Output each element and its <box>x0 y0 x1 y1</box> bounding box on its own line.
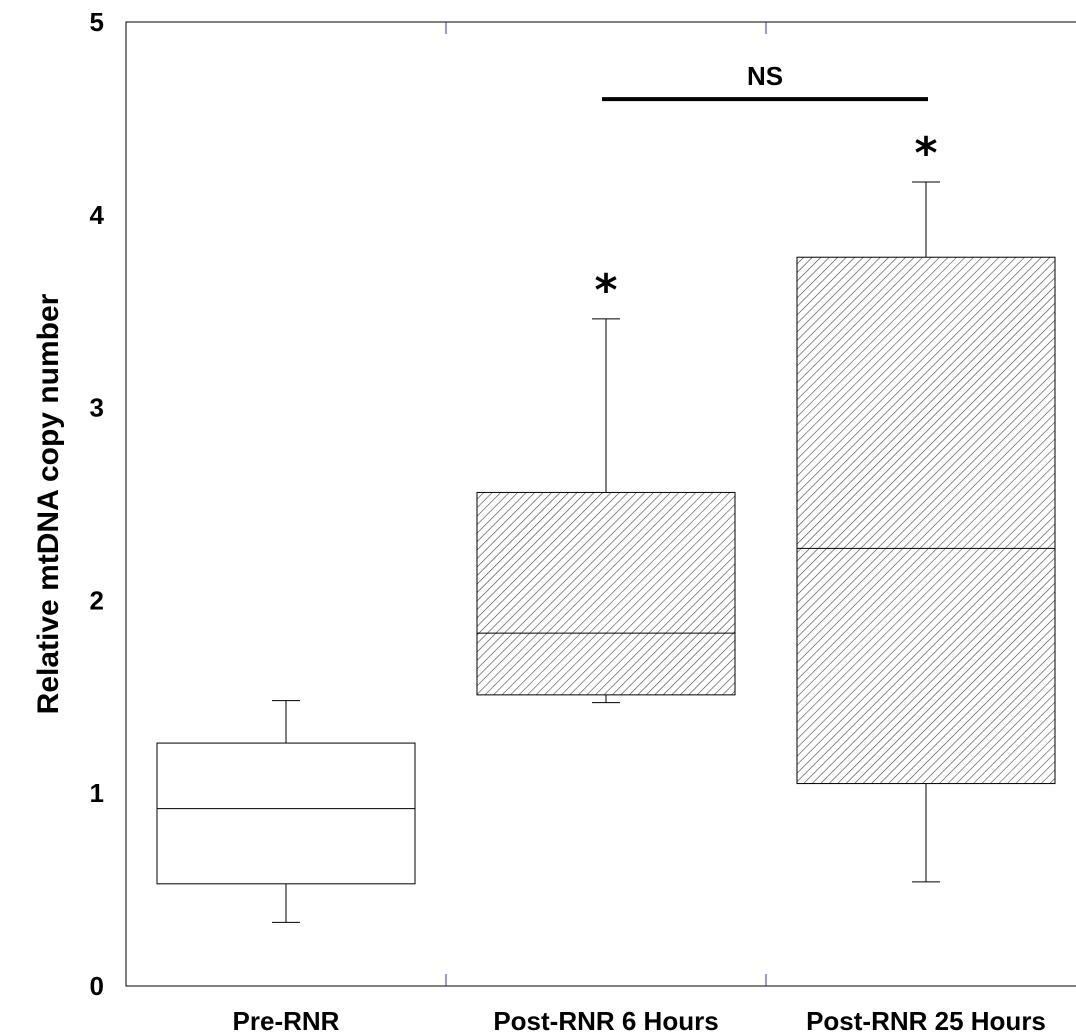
boxes-group: ** <box>156 128 1056 923</box>
x-tick-label: Post-RNR 6 Hours <box>493 1006 718 1036</box>
axis-ticks <box>445 22 767 986</box>
y-tick-label: 4 <box>90 200 105 230</box>
y-tick-label: 1 <box>90 778 104 808</box>
significance-marker: * <box>914 128 937 179</box>
box-iqr <box>476 491 736 696</box>
x-tick-label: Post-RNR 25 Hours <box>806 1006 1046 1036</box>
y-tick-label: 5 <box>90 7 104 37</box>
significance-marker: * <box>594 265 617 316</box>
x-tick-labels: Pre-RNR Post-RNR 6 Hours Post-RNR 25 Hours <box>233 1006 1046 1036</box>
box-3: * <box>796 128 1056 883</box>
y-tick-label: 2 <box>90 585 104 615</box>
box-2: * <box>476 265 736 704</box>
y-tick-label: 3 <box>90 393 104 423</box>
plot-frame <box>125 21 1076 987</box>
annotations-group: NS <box>602 61 928 102</box>
comparison-label: NS <box>747 61 783 91</box>
y-axis-title: Relative mtDNA copy number <box>32 293 65 714</box>
y-tick-label: 0 <box>90 971 104 1001</box>
box-iqr <box>156 742 416 885</box>
y-tick-labels: 0 1 2 3 4 5 <box>90 7 105 1001</box>
x-tick-label: Pre-RNR <box>233 1006 340 1036</box>
box-1 <box>156 700 416 923</box>
box-iqr <box>796 256 1056 785</box>
